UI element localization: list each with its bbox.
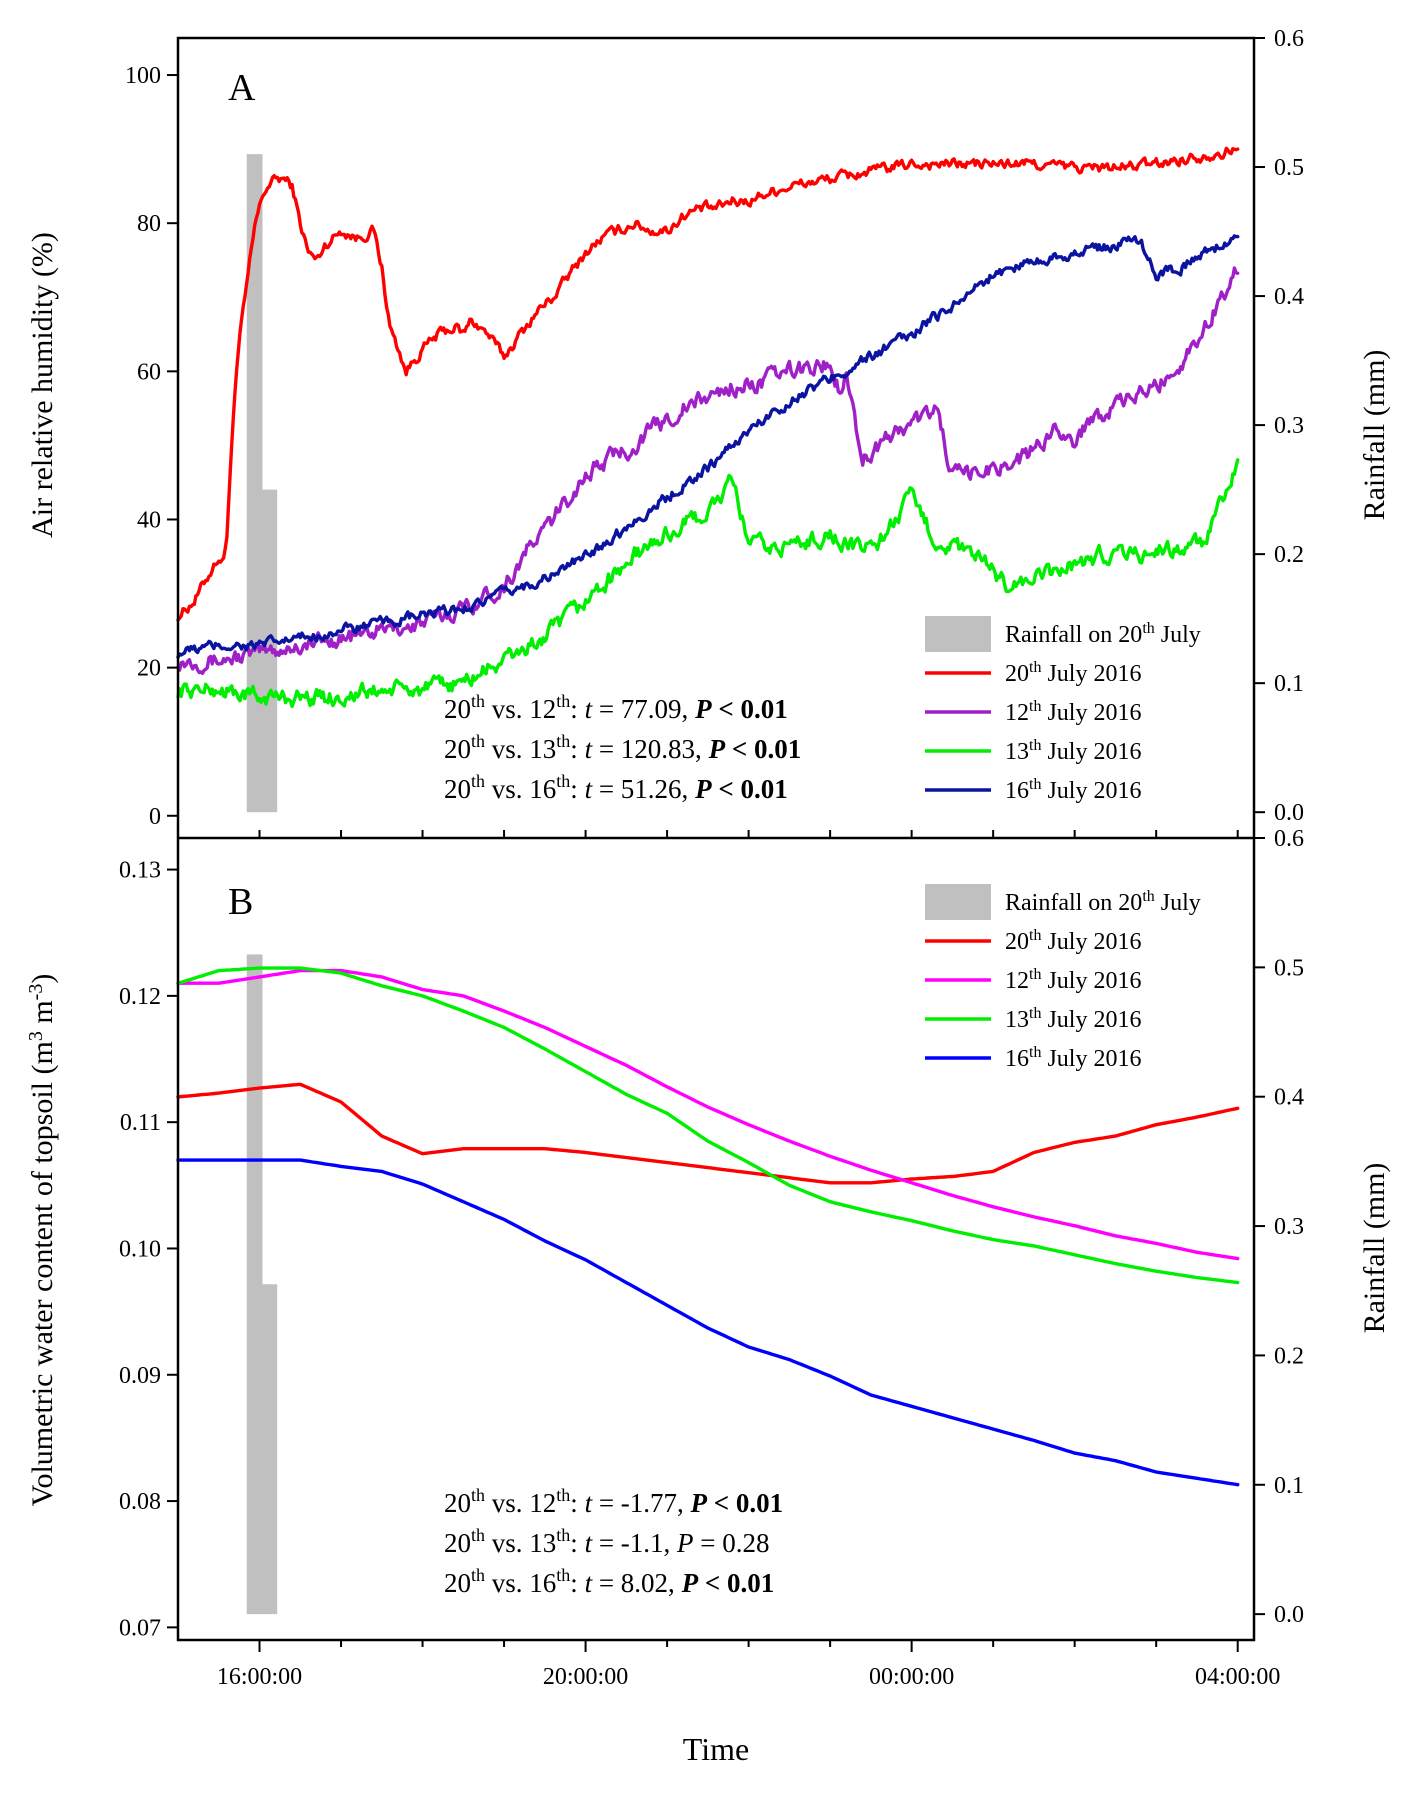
legend-swatch-bar — [925, 884, 991, 920]
legend-label: 16th July 2016 — [1005, 1044, 1141, 1072]
y2-tick-label: 0.1 — [1274, 671, 1304, 697]
y-tick-label: 0.11 — [120, 1110, 161, 1136]
y2-tick-label: 0.1 — [1274, 1473, 1304, 1499]
x-axis-title: Time — [683, 1731, 749, 1767]
panel-b-stats: 20th vs. 12th: t = -1.77, P < 0.01 20th v… — [444, 1485, 783, 1598]
stat-line: 20th vs. 13th: t = 120.83, P < 0.01 — [444, 731, 801, 764]
y2-tick-label: 0.3 — [1274, 1214, 1304, 1240]
panel-a-legend: Rainfall on 20th July 20th July 2016 12th … — [925, 616, 1201, 804]
rainfall-bar — [251, 954, 258, 1615]
rainfall-bar — [251, 154, 258, 813]
panel-b: 0.070.080.090.100.110.120.13 0.00.10.20.… — [25, 826, 1391, 1641]
panel-b-label: B — [228, 881, 253, 923]
rainfall-bar — [266, 1284, 273, 1615]
y-tick-label: 0.10 — [119, 1236, 161, 1262]
panel-b-y2label: Rainfall (mm) — [1358, 1163, 1391, 1334]
x-tick-label: 04:00:00 — [1195, 1664, 1280, 1690]
y-tick-label: 80 — [137, 211, 161, 237]
legend-label: 12th July 2016 — [1005, 966, 1141, 994]
x-tick-label: 16:00:00 — [217, 1664, 302, 1690]
legend-label: 13th July 2016 — [1005, 1005, 1141, 1033]
legend-label: Rainfall on 20th July — [1005, 888, 1201, 916]
rainfall-bar — [246, 154, 253, 813]
series-line — [176, 234, 1240, 659]
panel-a: 0 20 40 60 80 100 0.0 0.1 0.2 0.3 0.4 0.5 0.6 A Air… — [26, 26, 1391, 830]
legend-swatch-bar — [925, 616, 991, 652]
stat-line: 20th vs. 12th: t = -1.77, P < 0.01 — [444, 1485, 783, 1518]
series-line — [176, 966, 1240, 1285]
y-tick-label: 0.09 — [119, 1363, 161, 1389]
series-line — [176, 266, 1240, 675]
y2-tick-label: 0.2 — [1274, 542, 1304, 568]
y-tick-label: 0.13 — [119, 858, 161, 884]
y2-tick-label: 0.6 — [1274, 26, 1304, 52]
legend-label: 16th July 2016 — [1005, 776, 1141, 804]
y2-tick-label: 0.0 — [1274, 1602, 1304, 1628]
y2-tick-label: 0.4 — [1274, 1085, 1304, 1111]
legend-label: 20th July 2016 — [1005, 927, 1141, 955]
y-tick-label: 60 — [137, 359, 161, 385]
rainfall-bar — [256, 954, 263, 1615]
series-line — [176, 968, 1240, 1261]
legend-label: Rainfall on 20th July — [1005, 620, 1201, 648]
y-tick-label: 40 — [137, 507, 161, 533]
y-tick-label: 0 — [149, 804, 161, 830]
series-line — [176, 1082, 1240, 1185]
panel-b-legend: Rainfall on 20th July 20th July 2016 12th … — [925, 884, 1201, 1072]
panel-b-right-axis: 0.0 0.1 0.2 0.3 0.4 0.5 0.6 — [1254, 826, 1304, 1628]
legend-label: 13th July 2016 — [1005, 737, 1141, 765]
panel-b-rainfall-bars — [246, 954, 278, 1615]
panel-a-series — [176, 146, 1240, 709]
panel-a-stats: 20th vs. 12th: t = 77.09, P < 0.01 20th v… — [444, 691, 801, 804]
stat-line: 20th vs. 13th: t = -1.1, P = 0.28 — [444, 1525, 770, 1558]
panel-b-ylabel: Volumetric water content of topsoil (m3 … — [25, 974, 59, 1507]
y-tick-label: 100 — [125, 63, 161, 89]
panel-a-y2label: Rainfall (mm) — [1358, 350, 1391, 521]
y-tick-label: 20 — [137, 656, 161, 682]
x-tick-label: 20:00:00 — [543, 1664, 628, 1690]
series-line — [176, 458, 1240, 709]
x-axis: 16:00:00 20:00:00 00:00:00 04:00:00 — [217, 830, 1280, 1690]
stat-line: 20th vs. 16th: t = 51.26, P < 0.01 — [444, 771, 788, 804]
panel-b-series — [176, 966, 1240, 1487]
y2-tick-label: 0.2 — [1274, 1343, 1304, 1369]
y-tick-label: 0.08 — [119, 1489, 161, 1515]
panel-b-left-axis: 0.07 0.08 0.09 0.10 0.11 0.12 0.13 — [119, 858, 178, 1641]
y2-tick-label: 0.0 — [1274, 800, 1304, 826]
y2-tick-label: 0.5 — [1274, 155, 1304, 181]
series-line — [176, 1158, 1240, 1487]
rainfall-bar — [261, 1284, 268, 1615]
panel-a-right-axis: 0.0 0.1 0.2 0.3 0.4 0.5 0.6 — [1254, 26, 1304, 826]
rainfall-bar — [271, 1284, 278, 1615]
y2-tick-label: 0.5 — [1274, 955, 1304, 981]
y-tick-label: 0.07 — [119, 1615, 161, 1641]
y2-tick-label: 0.4 — [1274, 284, 1304, 310]
y-tick-label: 0.12 — [119, 984, 161, 1010]
panel-a-ylabel: Air relative humidity (%) — [26, 232, 59, 538]
panel-a-left-axis: 0 20 40 60 80 100 — [125, 63, 178, 830]
y2-tick-label: 0.6 — [1274, 826, 1304, 852]
stat-line: 20th vs. 12th: t = 77.09, P < 0.01 — [444, 691, 788, 724]
rainfall-bar — [256, 154, 263, 813]
rainfall-bar — [246, 954, 253, 1615]
y2-tick-label: 0.3 — [1274, 413, 1304, 439]
x-tick-label: 00:00:00 — [869, 1664, 954, 1690]
legend-label: 12th July 2016 — [1005, 698, 1141, 726]
legend-label: 20th July 2016 — [1005, 659, 1141, 687]
panel-a-label: A — [228, 67, 256, 109]
series-line — [176, 146, 1240, 622]
stat-line: 20th vs. 16th: t = 8.02, P < 0.01 — [444, 1565, 774, 1598]
